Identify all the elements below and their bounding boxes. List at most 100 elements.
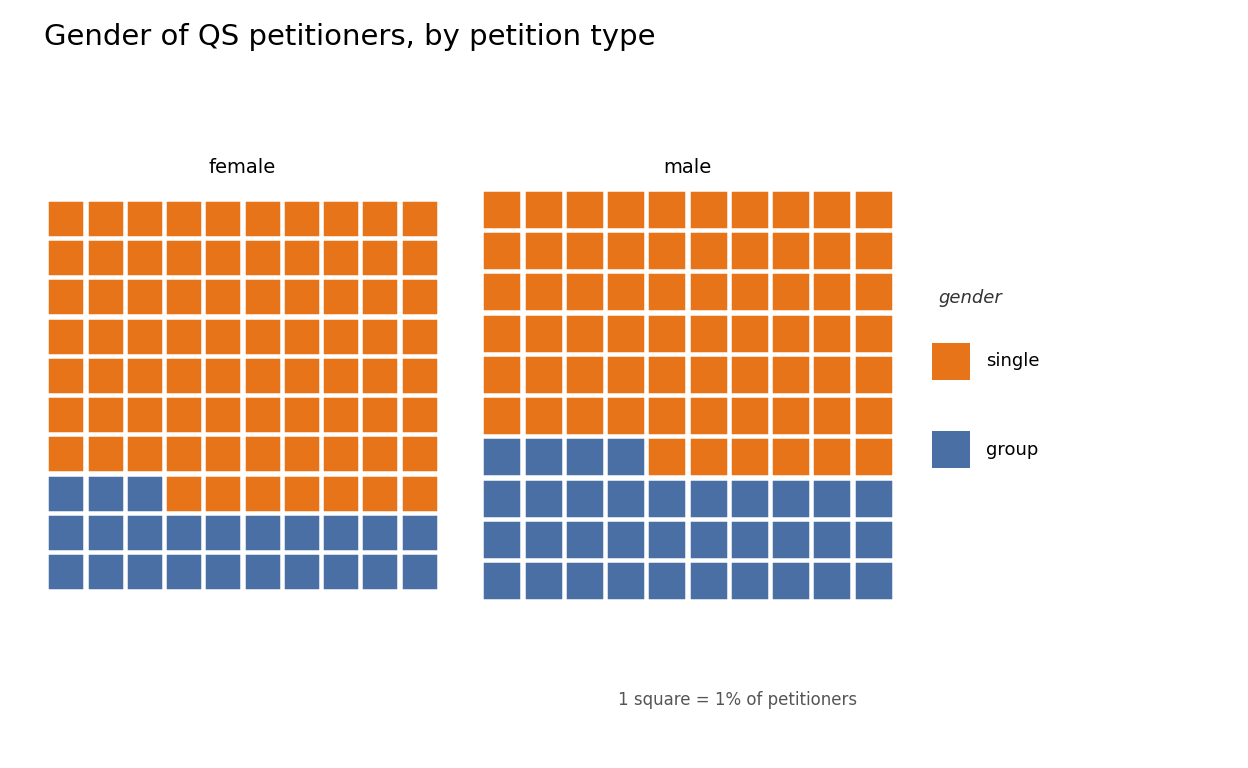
Bar bbox=[565, 190, 604, 229]
Bar bbox=[126, 475, 162, 511]
Bar bbox=[607, 438, 645, 476]
Bar bbox=[126, 239, 162, 276]
Bar bbox=[524, 561, 563, 600]
Bar bbox=[362, 396, 398, 433]
Bar bbox=[771, 313, 810, 353]
Bar bbox=[205, 200, 241, 237]
Bar bbox=[362, 435, 398, 472]
Bar bbox=[854, 273, 892, 311]
Bar bbox=[47, 435, 85, 472]
Bar bbox=[322, 278, 359, 316]
Text: female: female bbox=[208, 158, 276, 177]
Bar bbox=[689, 190, 728, 229]
Bar bbox=[243, 200, 281, 237]
Bar bbox=[854, 561, 892, 600]
Bar bbox=[482, 561, 522, 600]
Bar bbox=[205, 239, 241, 276]
Bar bbox=[482, 438, 522, 476]
Bar bbox=[205, 553, 241, 591]
Bar bbox=[607, 396, 645, 435]
Bar bbox=[648, 273, 686, 311]
Bar bbox=[565, 355, 604, 394]
Bar bbox=[47, 239, 85, 276]
Bar bbox=[126, 278, 162, 316]
Bar bbox=[771, 355, 810, 394]
Bar bbox=[86, 278, 124, 316]
Bar bbox=[524, 190, 563, 229]
Bar bbox=[401, 357, 438, 394]
Bar bbox=[283, 435, 319, 472]
Bar bbox=[689, 313, 728, 353]
Bar bbox=[524, 478, 563, 518]
Bar bbox=[730, 273, 769, 311]
Bar bbox=[362, 475, 398, 511]
Bar bbox=[47, 396, 85, 433]
Bar bbox=[362, 357, 398, 394]
Bar bbox=[607, 355, 645, 394]
Bar bbox=[771, 520, 810, 559]
Bar bbox=[648, 355, 686, 394]
Bar bbox=[47, 553, 85, 591]
Bar bbox=[854, 313, 892, 353]
Bar bbox=[126, 435, 162, 472]
Bar bbox=[86, 475, 124, 511]
Bar bbox=[812, 520, 851, 559]
Bar bbox=[730, 231, 769, 270]
Bar bbox=[730, 478, 769, 518]
Bar bbox=[165, 317, 202, 355]
Bar bbox=[648, 190, 686, 229]
Bar bbox=[322, 239, 359, 276]
Bar bbox=[812, 231, 851, 270]
Bar bbox=[607, 520, 645, 559]
Bar bbox=[482, 273, 522, 311]
Bar bbox=[689, 520, 728, 559]
Bar bbox=[322, 396, 359, 433]
Bar bbox=[205, 475, 241, 511]
Bar bbox=[322, 435, 359, 472]
Bar bbox=[854, 355, 892, 394]
Bar bbox=[47, 317, 85, 355]
Bar bbox=[243, 475, 281, 511]
Bar bbox=[524, 313, 563, 353]
Bar bbox=[362, 514, 398, 551]
Bar bbox=[401, 396, 438, 433]
Bar bbox=[689, 231, 728, 270]
Text: gender: gender bbox=[938, 290, 1002, 307]
Bar bbox=[283, 475, 319, 511]
Bar bbox=[648, 231, 686, 270]
Bar bbox=[607, 313, 645, 353]
Bar bbox=[607, 273, 645, 311]
Bar bbox=[565, 520, 604, 559]
Bar bbox=[165, 200, 202, 237]
Bar bbox=[401, 200, 438, 237]
Bar bbox=[322, 514, 359, 551]
Bar bbox=[648, 478, 686, 518]
Bar bbox=[812, 478, 851, 518]
Bar bbox=[565, 313, 604, 353]
Bar bbox=[401, 475, 438, 511]
Bar bbox=[565, 231, 604, 270]
Bar bbox=[730, 313, 769, 353]
Bar bbox=[283, 200, 319, 237]
Bar bbox=[165, 278, 202, 316]
Bar bbox=[482, 190, 522, 229]
Bar bbox=[854, 396, 892, 435]
Bar bbox=[283, 553, 319, 591]
Bar bbox=[126, 553, 162, 591]
Bar bbox=[205, 278, 241, 316]
Bar bbox=[283, 514, 319, 551]
Bar bbox=[126, 317, 162, 355]
Bar bbox=[283, 239, 319, 276]
Bar bbox=[283, 278, 319, 316]
Bar bbox=[165, 435, 202, 472]
Text: Gender of QS petitioners, by petition type: Gender of QS petitioners, by petition ty… bbox=[44, 23, 655, 51]
Bar bbox=[47, 514, 85, 551]
Bar bbox=[86, 435, 124, 472]
Bar bbox=[86, 317, 124, 355]
Bar bbox=[648, 438, 686, 476]
Bar bbox=[243, 514, 281, 551]
Bar bbox=[47, 200, 85, 237]
Bar bbox=[401, 553, 438, 591]
Bar bbox=[205, 357, 241, 394]
Text: male: male bbox=[664, 158, 711, 177]
